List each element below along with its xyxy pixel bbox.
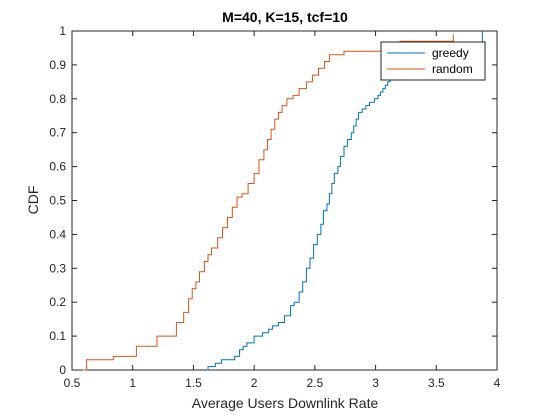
x-tick-label: 3 (372, 376, 379, 390)
legend-label-greedy: greedy (432, 46, 469, 60)
y-tick-label: 0 (59, 363, 66, 377)
y-tick-label: 1 (59, 24, 66, 38)
plot-area-box (71, 30, 498, 371)
x-tick-label: 1 (129, 376, 136, 390)
x-tick-label: 1.5 (185, 376, 202, 390)
y-tick-label: 0.5 (49, 194, 66, 208)
y-tick-label: 0.1 (49, 329, 66, 343)
x-tick-label: 2.5 (307, 376, 324, 390)
y-tick-label: 0.3 (49, 261, 66, 275)
series-layer (82, 31, 483, 371)
legend-label-random: random (432, 62, 473, 76)
y-tick-label: 0.9 (49, 58, 66, 72)
chart-title: M=40, K=15, tcf=10 (222, 9, 348, 25)
y-tick-label: 0.4 (49, 227, 66, 241)
legend: greedy random (380, 41, 486, 81)
x-tick-label: 2 (251, 376, 258, 390)
legend-box (380, 41, 486, 81)
x-tick-label: 0.5 (64, 376, 81, 390)
series-line-greedy (206, 31, 483, 371)
axes-layer (71, 30, 498, 371)
x-tick-label: 3.5 (428, 376, 445, 390)
y-tick-label: 0.2 (49, 295, 66, 309)
y-tick-label: 0.6 (49, 160, 66, 174)
y-tick-label: 0.8 (49, 92, 66, 106)
ticks-layer: 0.5 1 1.5 2 2.5 3 3.5 4 0 0.1 0.2 0.3 0.4 0.5 0.6 0.7 0.… (49, 24, 500, 390)
x-axis-label: Average Users Downlink Rate (192, 395, 379, 411)
series-line-random (82, 34, 454, 371)
y-axis-label: CDF (25, 186, 41, 215)
x-tick-label: 4 (494, 376, 501, 390)
y-tick-label: 0.7 (49, 126, 66, 140)
